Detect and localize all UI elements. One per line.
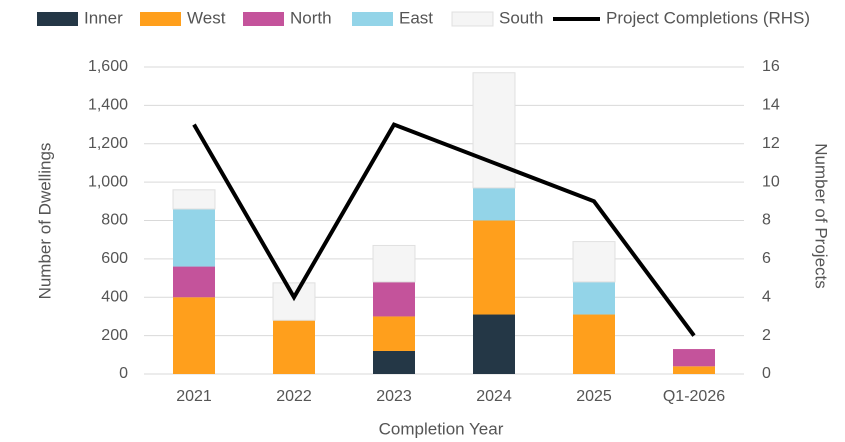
bar-segment	[172, 189, 216, 210]
legend-label: Project Completions (RHS)	[606, 8, 810, 27]
line	[192, 122, 696, 337]
bar-segment	[373, 350, 415, 374]
legend-swatch	[243, 12, 284, 26]
y2-tick-label: 0	[762, 365, 771, 382]
legend-swatch	[140, 12, 181, 26]
y-tick-label: 1,600	[88, 58, 128, 75]
x-tick-label: Q1-2026	[663, 388, 725, 405]
bar-segment	[273, 320, 315, 374]
bar-segment	[673, 349, 715, 367]
bar-segment	[372, 244, 416, 283]
bar-segment	[173, 297, 215, 374]
x-tick-label: 2023	[376, 388, 412, 405]
bar-segment	[572, 241, 616, 283]
x-tick-label: 2025	[576, 388, 612, 405]
y2-tick-label: 14	[762, 97, 780, 114]
legend-label: Inner	[84, 8, 123, 27]
bar-segment	[473, 187, 515, 221]
y-tick-label: 0	[119, 365, 128, 382]
y-axis-title: Number of Dwellings	[35, 143, 54, 300]
y2-tick-label: 6	[762, 250, 771, 267]
legend-swatch	[451, 11, 494, 27]
y2-tick-label: 12	[762, 135, 780, 152]
bar-segment	[373, 281, 415, 317]
y2-axis-title: Number of Projects	[812, 143, 831, 289]
bar-segment	[373, 316, 415, 351]
y2-tick-label: 4	[762, 288, 771, 305]
bar-segment	[173, 208, 215, 267]
x-tick-label: 2022	[276, 388, 312, 405]
x-tick-label: 2021	[176, 388, 212, 405]
legend-label: North	[290, 8, 332, 27]
bar-segment	[673, 366, 715, 374]
legend-label: South	[499, 8, 543, 27]
y-tick-label: 600	[101, 250, 128, 267]
legend-swatch	[37, 12, 78, 26]
y-tick-label: 800	[101, 212, 128, 229]
y2-tick-label: 10	[762, 173, 780, 190]
bar-segment	[173, 266, 215, 298]
y2-tick-label: 2	[762, 327, 771, 344]
bar-segment	[573, 281, 615, 315]
y-tick-label: 1,000	[88, 173, 128, 190]
bar-segment	[473, 314, 515, 374]
bar-segment	[573, 314, 615, 374]
y-tick-label: 200	[101, 327, 128, 344]
x-tick-label: 2024	[476, 388, 512, 405]
y-tick-label: 1,200	[88, 135, 128, 152]
legend-label: East	[399, 8, 433, 27]
legend-swatch	[352, 12, 393, 26]
y2-tick-label: 16	[762, 58, 780, 75]
y2-tick-label: 8	[762, 212, 771, 229]
bar-segment	[272, 282, 316, 321]
y-tick-label: 400	[101, 288, 128, 305]
x-axis-title: Completion Year	[379, 419, 504, 438]
legend-label: West	[187, 8, 226, 27]
bar-segment	[473, 220, 515, 315]
y-tick-label: 1,400	[88, 97, 128, 114]
